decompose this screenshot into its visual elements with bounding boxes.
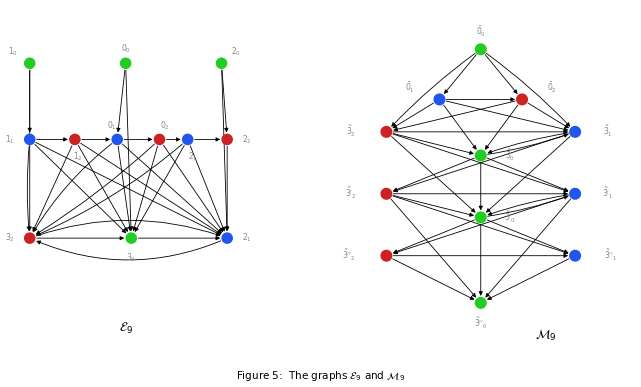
Text: $\tilde{3}''_1$: $\tilde{3}''_1$ <box>604 248 617 263</box>
Text: $3_0$: $3_0$ <box>126 252 137 264</box>
Circle shape <box>476 150 486 161</box>
Text: $3_2$: $3_2$ <box>5 232 15 244</box>
Circle shape <box>434 94 445 105</box>
Circle shape <box>570 127 580 137</box>
Text: $1_2$: $1_2$ <box>73 150 83 163</box>
Circle shape <box>517 94 528 105</box>
Text: $0_2$: $0_2$ <box>160 119 170 132</box>
Text: $\tilde{3}_1$: $\tilde{3}_1$ <box>603 124 612 139</box>
Circle shape <box>222 233 232 243</box>
Circle shape <box>121 58 131 68</box>
Circle shape <box>126 233 137 243</box>
Circle shape <box>570 250 580 261</box>
Circle shape <box>24 58 35 68</box>
Text: $\tilde{3}'_1$: $\tilde{3}'_1$ <box>602 186 613 201</box>
Circle shape <box>112 134 122 144</box>
Text: $\bar{0}_2$: $\bar{0}_2$ <box>547 80 556 95</box>
Circle shape <box>183 134 193 144</box>
Text: $\tilde{3}_0$: $\tilde{3}_0$ <box>505 148 515 163</box>
Circle shape <box>24 134 35 144</box>
Text: $1_0$: $1_0$ <box>8 46 18 58</box>
Text: $1_1$: $1_1$ <box>5 133 15 146</box>
Text: $2_0$: $2_0$ <box>231 46 240 58</box>
Circle shape <box>381 250 392 261</box>
Circle shape <box>476 298 486 308</box>
Text: $\tilde{3}_2$: $\tilde{3}_2$ <box>346 124 356 139</box>
Circle shape <box>24 233 35 243</box>
Text: $0_1$: $0_1$ <box>106 119 117 132</box>
Text: $\bar{0}_1$: $\bar{0}_1$ <box>405 80 415 95</box>
Text: $2_2$: $2_2$ <box>242 133 252 146</box>
Text: $0_0$: $0_0$ <box>121 43 131 55</box>
Text: $2_1$: $2_1$ <box>242 232 252 244</box>
Text: $\tilde{3}''_2$: $\tilde{3}''_2$ <box>342 248 354 263</box>
Text: $\tilde{3}'_0$: $\tilde{3}'_0$ <box>504 210 516 225</box>
Circle shape <box>381 127 392 137</box>
Circle shape <box>154 134 165 144</box>
Text: Figure 5:  The graphs $\mathcal{E}_9$ and $\mathcal{M}_9$: Figure 5: The graphs $\mathcal{E}_9$ and… <box>236 369 405 383</box>
Text: $\bar{0}_0$: $\bar{0}_0$ <box>476 24 486 39</box>
Circle shape <box>217 58 227 68</box>
Text: $2_1$: $2_1$ <box>188 150 198 163</box>
Circle shape <box>222 134 232 144</box>
Circle shape <box>476 44 486 55</box>
Text: $\mathcal{E}_9$: $\mathcal{E}_9$ <box>119 321 133 336</box>
Text: $\tilde{3}'_2$: $\tilde{3}'_2$ <box>345 186 357 201</box>
Circle shape <box>476 212 486 223</box>
Circle shape <box>381 188 392 199</box>
Text: $\mathcal{M}_9$: $\mathcal{M}_9$ <box>535 328 556 343</box>
Circle shape <box>570 188 580 199</box>
Circle shape <box>70 134 80 144</box>
Text: $\tilde{3}''_0$: $\tilde{3}''_0$ <box>474 316 487 331</box>
